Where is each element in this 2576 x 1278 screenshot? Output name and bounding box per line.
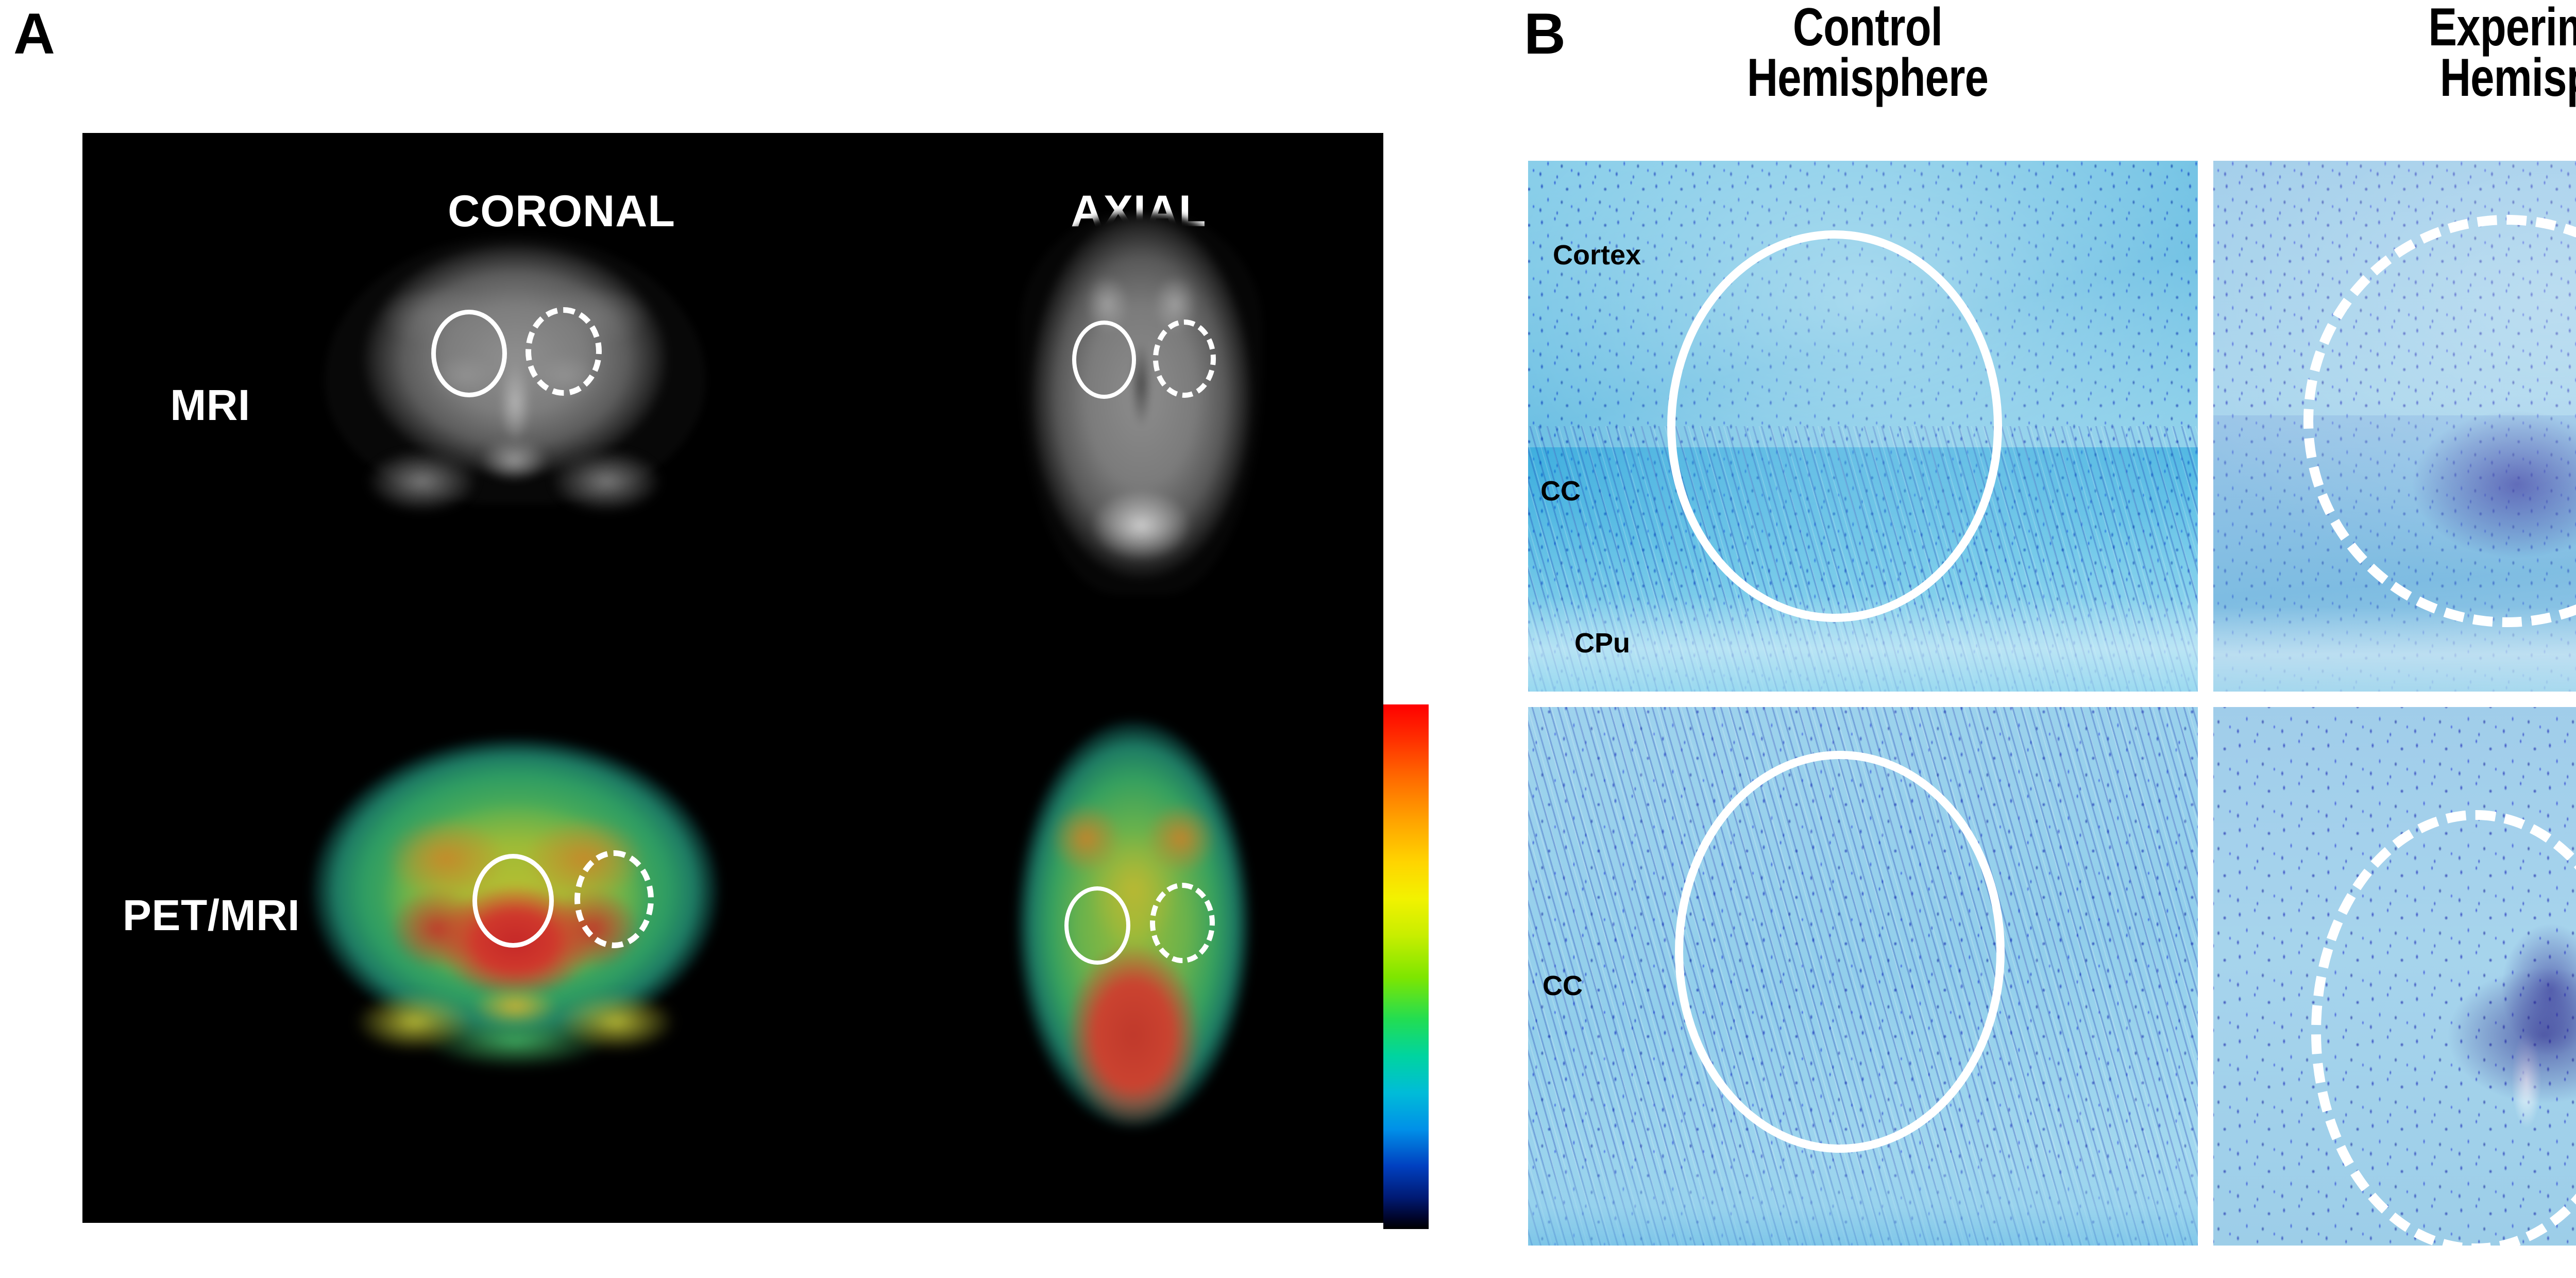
pet-intensity-colorbar (1383, 704, 1429, 1229)
colorbar-top-cap (1383, 695, 1429, 704)
panel-a-row-label-mri: MRI (170, 381, 250, 429)
lower-band (1528, 1148, 2198, 1246)
petmri-coronal-control-roi (472, 854, 554, 948)
histology-tile-experimental-low-mag: Cortex CC CPu 200 µm (2213, 161, 2576, 692)
panel-a-image-canvas: CORONAL AXIAL MRI PET/MRI (82, 133, 1383, 1223)
panel-b-column-header-experimental: Experimental Hemisphere (2231, 0, 2576, 105)
petmri-coronal-experimental-roi (574, 850, 654, 948)
petmri-axial-experimental-roi (1150, 883, 1215, 963)
panel-b-letter: B (1524, 2, 1566, 66)
histology-tile-control-high-mag: CC (1528, 707, 2198, 1246)
histology-tile-control-low-mag: Cortex CC CPu (1528, 161, 2198, 692)
label-cc: CC (1543, 970, 1583, 1001)
histology-tile-experimental-high-mag: CC 100 µm (2213, 707, 2576, 1246)
experimental-header-line2: Hemisphere (2439, 48, 2576, 108)
mri-axial-experimental-roi (1153, 320, 1216, 398)
mri-axial-control-roi (1072, 321, 1136, 399)
mri-coronal-control-roi (431, 310, 507, 397)
label-cpu: CPu (1574, 628, 1630, 659)
petmri-axial-image (994, 710, 1273, 1153)
control-low-mag-roi (1667, 230, 2002, 622)
experimental-header-line1: Experimental (2428, 0, 2576, 57)
control-header-line2: Hemisphere (1747, 48, 1989, 108)
petmri-axial-control-roi (1064, 886, 1130, 965)
petmri-coronal-image (299, 731, 732, 1082)
panel-a-row-label-petmri: PET/MRI (122, 891, 300, 939)
panel-b-column-header-control: Control Hemisphere (1551, 0, 2184, 105)
mri-axial-image (1020, 213, 1262, 604)
mri-coronal-experimental-roi (526, 307, 602, 396)
label-cortex: Cortex (1553, 240, 1641, 271)
control-header-line1: Control (1792, 0, 1943, 57)
mri-coronal-image (325, 236, 706, 540)
control-high-mag-roi (1675, 751, 2005, 1153)
panel-a-letter: A (13, 2, 55, 66)
label-cc: CC (1540, 476, 1581, 507)
panel-a-column-header-coronal: CORONAL (448, 187, 675, 236)
